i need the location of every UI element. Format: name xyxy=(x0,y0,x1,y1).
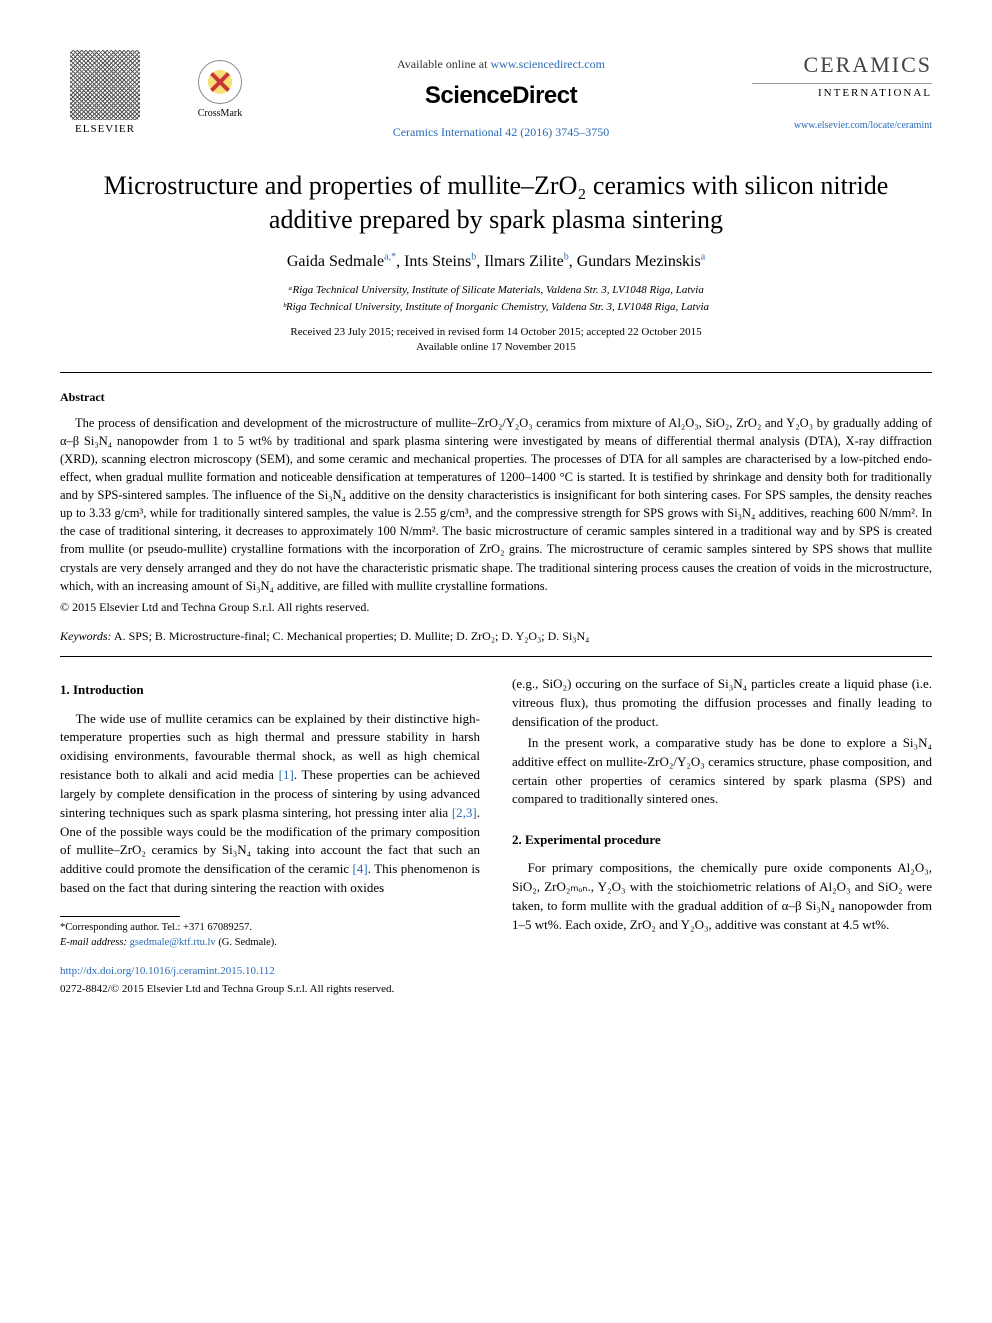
email-suffix: (G. Sedmale). xyxy=(216,937,277,948)
dates-online: Available online 17 November 2015 xyxy=(60,340,932,355)
journal-logo-sub: INTERNATIONAL xyxy=(752,83,932,101)
affiliation-b: ᵇRiga Technical University, Institute of… xyxy=(60,300,932,315)
keywords-line: Keywords: A. SPS; B. Microstructure-fina… xyxy=(60,628,932,645)
intro-p3: In the present work, a comparative study… xyxy=(512,734,932,809)
affiliations: ᵃRiga Technical University, Institute of… xyxy=(60,283,932,315)
crossmark-badge[interactable]: CrossMark xyxy=(190,60,250,121)
keywords-label: Keywords: xyxy=(60,629,112,643)
elsevier-logo: ELSEVIER xyxy=(60,50,150,137)
column-left: 1. Introduction The wide use of mullite … xyxy=(60,675,480,950)
header-center: Available online at www.sciencedirect.co… xyxy=(250,50,752,141)
author-email[interactable]: gsedmale@ktf.rtu.lv xyxy=(130,937,216,948)
affiliation-a: ᵃRiga Technical University, Institute of… xyxy=(60,283,932,298)
abstract-text: The process of densification and develop… xyxy=(60,414,932,595)
intro-p2: (e.g., SiO₂) occuring on the surface of … xyxy=(512,675,932,732)
elsevier-label: ELSEVIER xyxy=(75,122,135,137)
intro-p1: The wide use of mullite ceramics can be … xyxy=(60,710,480,898)
divider xyxy=(60,656,932,657)
corresponding-author: *Corresponding author. Tel.: +371 670892… xyxy=(60,921,480,936)
available-online: Available online at www.sciencedirect.co… xyxy=(250,56,752,73)
sciencedirect-url[interactable]: www.sciencedirect.com xyxy=(490,57,605,71)
issn-line: 0272-8842/© 2015 Elsevier Ltd and Techna… xyxy=(60,982,932,997)
journal-homepage-link[interactable]: www.elsevier.com/locate/ceramint xyxy=(752,119,932,133)
divider xyxy=(60,372,932,373)
authors: Gaida Sedmalea,*, Ints Steinsb, Ilmars Z… xyxy=(60,251,932,273)
crossmark-label: CrossMark xyxy=(198,107,242,121)
dates-received: Received 23 July 2015; received in revis… xyxy=(60,325,932,340)
introduction-heading: 1. Introduction xyxy=(60,681,480,699)
available-prefix: Available online at xyxy=(397,57,490,71)
column-right: (e.g., SiO₂) occuring on the surface of … xyxy=(512,675,932,950)
journal-logo: CERAMICS INTERNATIONAL www.elsevier.com/… xyxy=(752,50,932,133)
email-label: E-mail address: xyxy=(60,937,130,948)
keywords-text: A. SPS; B. Microstructure-final; C. Mech… xyxy=(114,629,589,643)
crossmark-icon xyxy=(198,60,242,104)
header: ELSEVIER CrossMark Available online at w… xyxy=(60,50,932,141)
footnote-block: *Corresponding author. Tel.: +371 670892… xyxy=(60,921,480,950)
abstract-heading: Abstract xyxy=(60,389,932,406)
footnote-rule xyxy=(60,916,180,917)
journal-logo-title: CERAMICS xyxy=(752,50,932,81)
article-title: Microstructure and properties of mullite… xyxy=(60,169,932,237)
abstract-body: The process of densification and develop… xyxy=(60,414,932,595)
article-dates: Received 23 July 2015; received in revis… xyxy=(60,325,932,356)
email-line: E-mail address: gsedmale@ktf.rtu.lv (G. … xyxy=(60,936,480,951)
doi-link[interactable]: http://dx.doi.org/10.1016/j.ceramint.201… xyxy=(60,964,932,979)
experimental-heading: 2. Experimental procedure xyxy=(512,831,932,849)
journal-reference[interactable]: Ceramics International 42 (2016) 3745–37… xyxy=(250,124,752,141)
sciencedirect-logo: ScienceDirect xyxy=(250,79,752,113)
elsevier-tree-icon xyxy=(70,50,140,120)
experimental-p1: For primary compositions, the chemically… xyxy=(512,859,932,934)
copyright: © 2015 Elsevier Ltd and Techna Group S.r… xyxy=(60,599,932,616)
body-columns: 1. Introduction The wide use of mullite … xyxy=(60,675,932,950)
